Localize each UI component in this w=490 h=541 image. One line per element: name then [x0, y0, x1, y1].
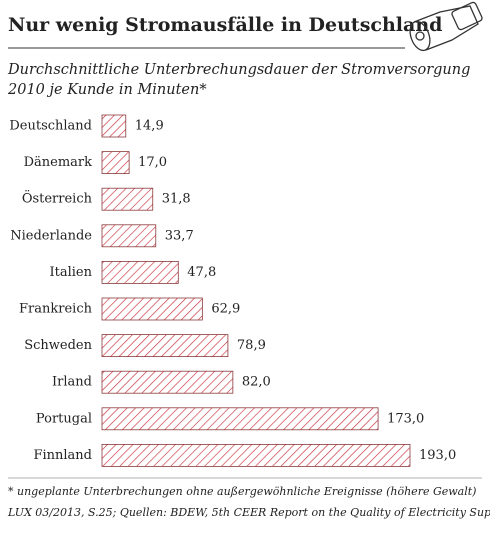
- bar: [101, 297, 203, 321]
- bar: [101, 334, 229, 358]
- bar: [101, 260, 179, 284]
- category-label: Portugal: [36, 411, 92, 426]
- category-label: Niederlande: [10, 228, 92, 243]
- category-label: Österreich: [22, 190, 93, 207]
- category-label: Finnland: [33, 448, 92, 463]
- bar: [101, 224, 157, 248]
- value-label: 62,9: [211, 302, 240, 317]
- category-label: Deutschland: [9, 119, 92, 134]
- bar: [101, 370, 234, 394]
- bar: [101, 114, 127, 138]
- value-label: 82,0: [242, 375, 271, 390]
- bar: [101, 187, 154, 211]
- subtitle: Durchschnittliche Unterbrechungsdauer de…: [7, 62, 470, 78]
- chart-title: Nur wenig Stromausfälle in Deutschland: [8, 14, 442, 36]
- value-label: 193,0: [419, 448, 456, 463]
- category-label: Schweden: [24, 338, 92, 353]
- value-label: 78,9: [237, 338, 266, 353]
- footnote: * ungeplante Unterbrechungen ohne außerg…: [8, 485, 476, 498]
- flashlight-icon: [409, 1, 483, 52]
- value-label: 17,0: [138, 155, 167, 170]
- bar: [101, 443, 411, 467]
- value-label: 14,9: [135, 119, 164, 134]
- category-label: Frankreich: [19, 302, 93, 317]
- category-label: Dänemark: [24, 155, 93, 170]
- source: LUX 03/2013, S.25; Quellen: BDEW, 5th CE…: [7, 506, 490, 519]
- value-label: 31,8: [162, 192, 191, 207]
- bar: [101, 151, 130, 175]
- category-label: Irland: [52, 375, 92, 390]
- value-label: 33,7: [165, 228, 194, 243]
- value-label: 173,0: [387, 411, 424, 426]
- subtitle: 2010 je Kunde in Minuten*: [7, 82, 207, 98]
- bar: [101, 407, 379, 431]
- value-label: 47,8: [187, 265, 216, 280]
- category-label: Italien: [50, 265, 93, 280]
